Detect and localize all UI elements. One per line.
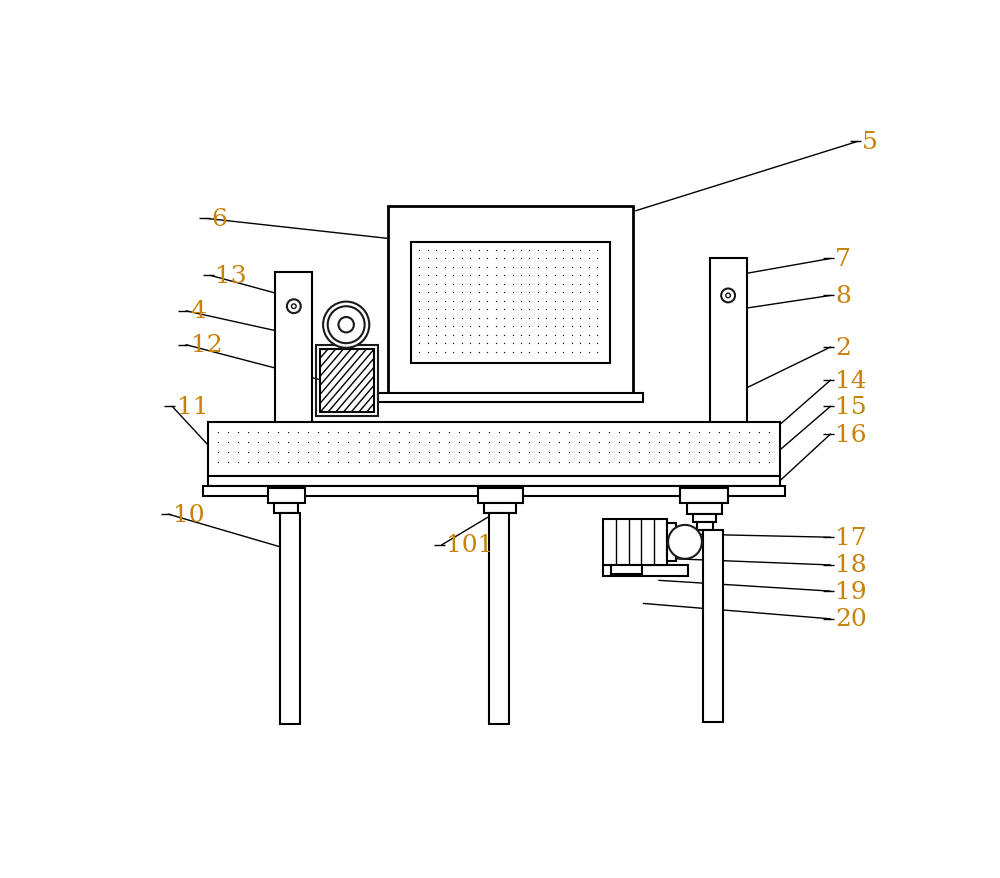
Circle shape: [668, 525, 702, 559]
Text: 2: 2: [835, 336, 851, 359]
Circle shape: [287, 300, 301, 313]
Text: 16: 16: [835, 423, 867, 446]
Text: 20: 20: [835, 608, 867, 630]
Text: 13: 13: [215, 264, 247, 288]
Text: 101: 101: [446, 534, 494, 557]
Bar: [619, 543, 640, 565]
Circle shape: [292, 305, 296, 309]
Bar: [484, 504, 516, 513]
Bar: [680, 488, 728, 504]
Circle shape: [328, 307, 365, 344]
Bar: [703, 530, 723, 723]
Circle shape: [338, 318, 354, 333]
Text: 15: 15: [835, 395, 867, 418]
Bar: [203, 486, 785, 496]
Text: 7: 7: [835, 248, 851, 270]
Text: 12: 12: [191, 334, 222, 356]
Text: 19: 19: [835, 580, 867, 603]
Bar: [274, 504, 298, 513]
Bar: [693, 515, 716, 522]
Bar: [489, 513, 509, 724]
Bar: [275, 273, 312, 431]
Bar: [411, 242, 610, 363]
Bar: [666, 523, 676, 561]
Bar: [378, 393, 643, 403]
Bar: [603, 519, 667, 565]
Bar: [388, 207, 633, 398]
Text: 17: 17: [835, 526, 867, 549]
Bar: [280, 513, 300, 724]
Bar: [208, 422, 780, 476]
Text: 11: 11: [177, 395, 208, 418]
Text: 6: 6: [211, 208, 227, 231]
Text: 18: 18: [835, 554, 867, 577]
Bar: [268, 488, 305, 504]
Bar: [710, 259, 747, 428]
Text: 5: 5: [862, 131, 878, 154]
Bar: [697, 522, 713, 530]
Circle shape: [721, 289, 735, 303]
Bar: [208, 476, 780, 486]
Bar: [316, 346, 378, 417]
Bar: [603, 565, 688, 576]
Bar: [320, 350, 374, 413]
Bar: [611, 565, 642, 574]
Text: 14: 14: [835, 370, 867, 392]
Text: 10: 10: [173, 503, 205, 526]
Circle shape: [323, 302, 369, 349]
Circle shape: [726, 294, 730, 299]
Text: 8: 8: [835, 284, 851, 307]
Bar: [687, 504, 722, 515]
Text: 4: 4: [191, 300, 207, 323]
Bar: [478, 488, 523, 504]
